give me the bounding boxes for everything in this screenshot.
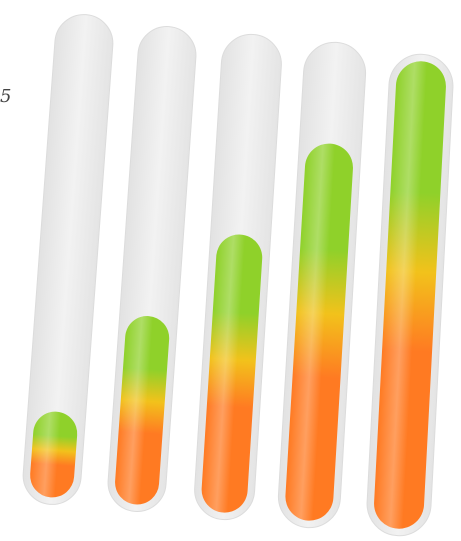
meter-gloss	[30, 411, 78, 498]
level-meter-4	[277, 41, 367, 529]
meter-gloss	[201, 234, 263, 513]
level-meter-3	[194, 33, 282, 521]
meter-track	[22, 14, 114, 505]
meter-gloss	[285, 143, 353, 521]
level-meter-1	[22, 14, 114, 505]
level-meter-2	[107, 26, 197, 512]
stray-glyph: 5	[0, 86, 12, 107]
meter-gloss	[374, 61, 446, 529]
meter-gloss	[115, 316, 170, 505]
level-meter-5	[366, 53, 454, 537]
